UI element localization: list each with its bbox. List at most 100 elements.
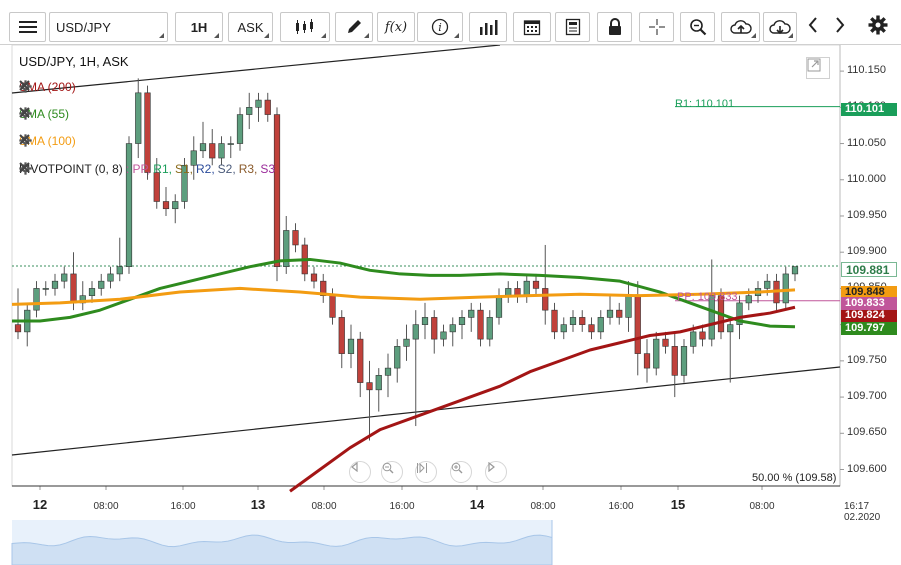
candle-body xyxy=(588,324,595,333)
candle-body xyxy=(523,280,530,296)
timeframe-selector[interactable]: 1H xyxy=(175,12,223,42)
x-tick-label: 16:17 02.2020 xyxy=(844,501,881,523)
x-tick-label: 08:00 xyxy=(93,501,119,512)
candle-body xyxy=(255,99,262,108)
pan-left-button[interactable] xyxy=(349,461,371,483)
sma200-price-tag: 109.824 xyxy=(841,309,897,322)
chevron-right-icon xyxy=(834,16,846,39)
lock-button[interactable] xyxy=(597,12,632,42)
scroll-right-button[interactable] xyxy=(830,12,850,42)
candle-body xyxy=(421,317,429,325)
chevron-left-icon xyxy=(807,16,819,39)
settings-button[interactable] xyxy=(866,12,890,42)
download-button[interactable] xyxy=(763,12,797,42)
candle-body xyxy=(616,309,623,318)
price-chart[interactable]: USD/JPY, 1H, ASK SMA (200) SMA (55) SMA … xyxy=(0,45,901,565)
dropdown-corner-icon xyxy=(751,33,756,38)
pan-right-button[interactable] xyxy=(485,461,507,483)
legend-pivot-s3: S3 xyxy=(260,162,276,176)
calendar-icon xyxy=(523,18,541,36)
info-icon: i xyxy=(431,18,449,36)
candle-body xyxy=(329,295,336,318)
candle-body xyxy=(33,288,40,311)
candle-body xyxy=(764,280,771,289)
chart-type-button[interactable] xyxy=(280,12,330,42)
pencil-icon xyxy=(345,18,363,36)
candle-body xyxy=(384,367,392,376)
dropdown-corner-icon xyxy=(454,33,459,38)
candle-body xyxy=(699,331,706,340)
candle-body xyxy=(375,375,382,391)
candle-body xyxy=(338,317,345,354)
candle-body xyxy=(172,201,179,210)
candle-body xyxy=(218,143,225,159)
timeframe-label: 1H xyxy=(190,19,208,35)
crosshair-icon xyxy=(648,18,666,36)
candle-body xyxy=(495,295,503,318)
toolbar: USD/JPY 1H ASK f(x) i xyxy=(0,0,901,45)
dropdown-corner-icon xyxy=(264,33,269,38)
r1-line-label: R1: 110.101 xyxy=(675,98,735,110)
candle-body xyxy=(246,107,253,115)
pp-line-label: PP: 109.833 xyxy=(677,291,738,303)
legend-pivot-s1: S1, xyxy=(174,162,193,176)
candle-body xyxy=(551,309,558,333)
candle-body xyxy=(745,295,752,304)
x-tick-label: 16:00 xyxy=(389,501,415,512)
legend-sma55-label: SMA (55) xyxy=(19,107,70,121)
legend-pivot: PIVOTPOINT (0, 8) : PP, R1, S1, R2, S2, … xyxy=(19,162,292,176)
candle-body xyxy=(292,230,299,246)
zoom-button[interactable] xyxy=(680,12,715,42)
candle-body xyxy=(366,382,373,391)
y-tick-label: 110.050 xyxy=(847,136,886,149)
legend-pivot-pp: : PP, xyxy=(125,162,151,176)
drawing-tool-button[interactable] xyxy=(335,12,373,42)
cloud-upload-icon xyxy=(729,18,752,36)
zoom-out-button[interactable] xyxy=(381,461,403,483)
indicators-button[interactable]: f(x) xyxy=(377,12,415,42)
legend-sma200: SMA (200) xyxy=(19,80,89,94)
candle-body xyxy=(532,280,540,289)
candle-body xyxy=(310,273,318,282)
candle-body xyxy=(153,172,160,202)
chart-canvas[interactable] xyxy=(0,45,901,565)
calendar-button[interactable] xyxy=(513,12,551,42)
candle-body xyxy=(782,273,789,304)
sma100-price-tag: 109.848 xyxy=(841,286,897,299)
candle-body xyxy=(625,295,632,318)
candle-body xyxy=(320,280,327,296)
sma55-price-tag: 109.797 xyxy=(841,322,897,335)
candle-body xyxy=(199,143,207,152)
candle-body xyxy=(597,317,604,333)
candle-body xyxy=(653,338,660,369)
fib-line-label: 50.00 % (109.58) xyxy=(752,472,837,484)
symbol-selector[interactable]: USD/JPY xyxy=(49,12,168,42)
candle-body xyxy=(42,288,49,290)
sma100-line xyxy=(11,286,796,306)
volume-button[interactable] xyxy=(469,12,507,42)
x-day-label: 12 xyxy=(32,497,48,512)
price-side-selector[interactable]: ASK xyxy=(228,12,273,42)
x-day-label: 13 xyxy=(250,497,266,512)
menu-button[interactable] xyxy=(9,12,46,42)
expand-chart-button[interactable] xyxy=(806,57,830,79)
candle-body xyxy=(357,338,364,383)
legend-pivot-r2: R2, xyxy=(195,162,215,176)
news-button[interactable] xyxy=(555,12,590,42)
candle-body xyxy=(394,346,401,369)
price-side-label: ASK xyxy=(237,19,264,35)
dropdown-corner-icon xyxy=(364,33,369,38)
reset-view-button[interactable] xyxy=(415,461,437,483)
candle-body xyxy=(560,324,567,333)
info-button[interactable]: i xyxy=(417,12,463,42)
legend-pivot-label: PIVOTPOINT (0, 8) xyxy=(19,162,123,176)
crosshair-button[interactable] xyxy=(639,12,674,42)
scroll-left-button[interactable] xyxy=(803,12,823,42)
candle-body xyxy=(107,273,114,282)
navigator-area xyxy=(11,534,553,565)
zoom-in-button[interactable] xyxy=(450,461,472,483)
candle-body xyxy=(273,114,281,267)
candle-body xyxy=(680,346,688,376)
bar-chart-icon xyxy=(478,18,498,36)
upload-button[interactable] xyxy=(721,12,760,42)
